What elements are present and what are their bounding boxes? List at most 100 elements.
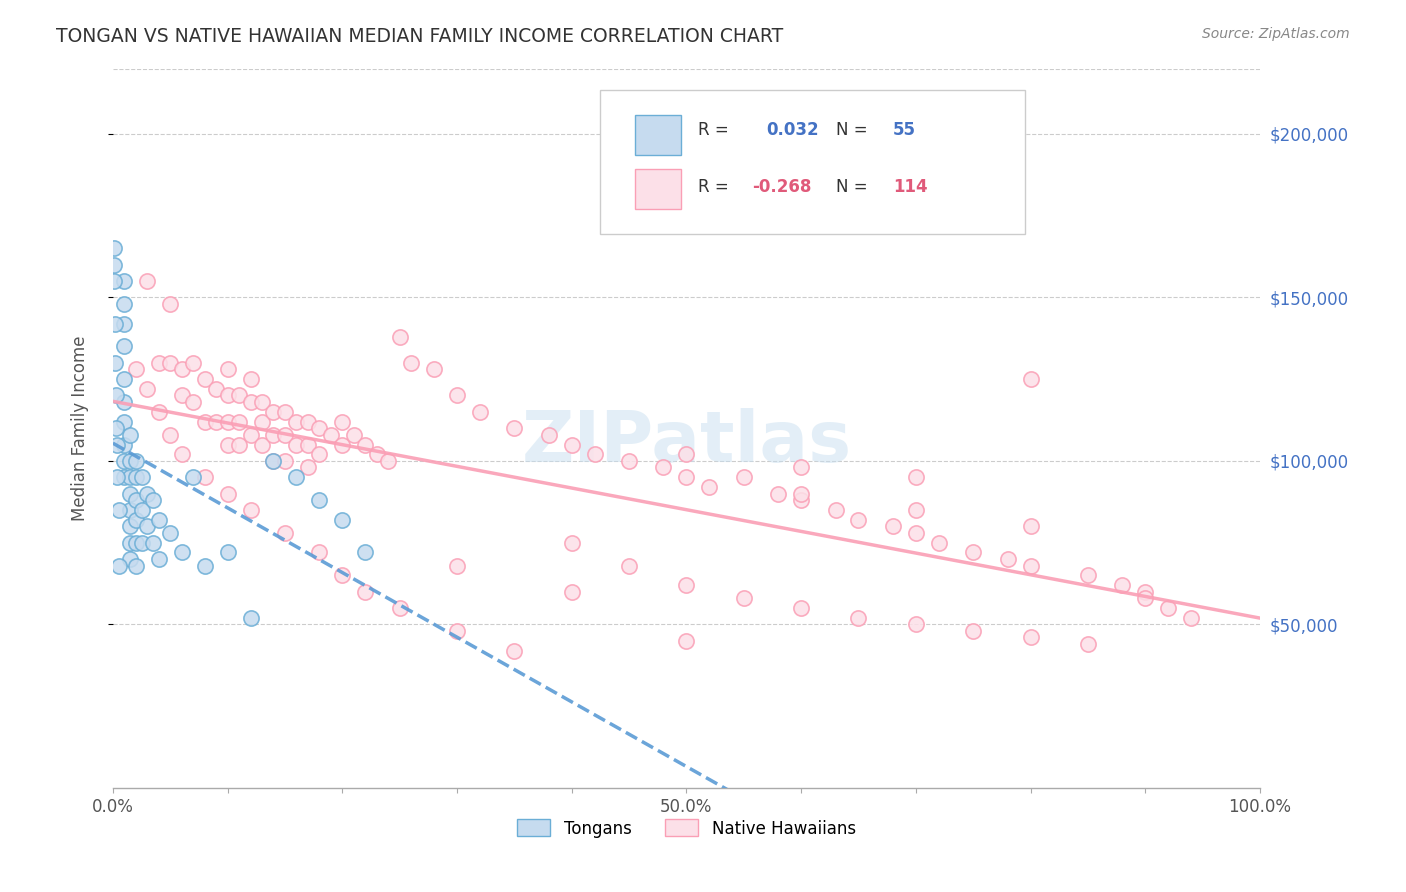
Point [1135, 591, 1157, 606]
Text: R =: R = [697, 178, 728, 196]
Point [377, 454, 399, 468]
Point [120, 427, 142, 442]
Point [136, 382, 159, 396]
Point [274, 454, 297, 468]
Point [330, 568, 353, 582]
Point [104, 356, 127, 370]
Point [848, 611, 870, 625]
Point [148, 356, 170, 370]
Point [285, 470, 308, 484]
Point [112, 297, 135, 311]
Point [1135, 584, 1157, 599]
Point [962, 624, 984, 638]
Point [107, 437, 129, 451]
Point [904, 503, 927, 517]
Point [904, 525, 927, 540]
Point [446, 558, 468, 573]
Point [148, 552, 170, 566]
Point [1077, 637, 1099, 651]
Point [733, 470, 755, 484]
Point [354, 584, 377, 599]
Point [217, 388, 239, 402]
Point [105, 421, 128, 435]
Point [561, 584, 583, 599]
Point [120, 519, 142, 533]
Point [239, 395, 262, 409]
Point [148, 405, 170, 419]
Point [882, 519, 904, 533]
Point [297, 460, 319, 475]
Point [125, 493, 148, 508]
Point [239, 427, 262, 442]
Point [1157, 601, 1180, 615]
Point [181, 356, 204, 370]
Point [170, 447, 193, 461]
Point [1019, 372, 1042, 386]
Point [962, 545, 984, 559]
Point [297, 415, 319, 429]
Point [159, 297, 181, 311]
Point [142, 493, 165, 508]
Point [250, 437, 273, 451]
Point [343, 427, 366, 442]
Point [617, 558, 640, 573]
Point [131, 535, 153, 549]
Point [503, 643, 526, 657]
Point [112, 274, 135, 288]
Point [928, 535, 950, 549]
Text: 114: 114 [893, 178, 928, 196]
Point [423, 362, 446, 376]
Point [617, 454, 640, 468]
Point [399, 356, 422, 370]
Point [250, 415, 273, 429]
Point [142, 535, 165, 549]
Point [652, 460, 675, 475]
Bar [634, 115, 681, 155]
Y-axis label: Median Family Income: Median Family Income [72, 335, 89, 521]
Point [125, 470, 148, 484]
Point [274, 427, 297, 442]
Bar [634, 169, 681, 209]
Point [181, 470, 204, 484]
Point [446, 388, 468, 402]
Point [120, 486, 142, 500]
Point [217, 437, 239, 451]
Point [285, 415, 308, 429]
Point [136, 486, 159, 500]
Point [205, 382, 228, 396]
Point [503, 421, 526, 435]
Point [308, 447, 330, 461]
Point [583, 447, 606, 461]
Point [125, 362, 148, 376]
Text: N =: N = [835, 178, 868, 196]
Point [675, 578, 697, 592]
Point [131, 503, 153, 517]
Point [148, 513, 170, 527]
Point [904, 617, 927, 632]
Text: -0.268: -0.268 [752, 178, 811, 196]
Point [159, 356, 181, 370]
Point [790, 493, 813, 508]
Point [125, 454, 148, 468]
Point [181, 395, 204, 409]
Point [194, 558, 217, 573]
Point [1019, 631, 1042, 645]
Point [170, 362, 193, 376]
Point [112, 317, 135, 331]
Point [131, 470, 153, 484]
Text: Source: ZipAtlas.com: Source: ZipAtlas.com [1202, 27, 1350, 41]
Point [675, 470, 697, 484]
Point [330, 415, 353, 429]
Point [388, 329, 411, 343]
Point [354, 545, 377, 559]
Point [675, 447, 697, 461]
Point [159, 525, 181, 540]
Point [239, 503, 262, 517]
Point [136, 519, 159, 533]
Point [262, 427, 284, 442]
Point [217, 545, 239, 559]
Point [125, 558, 148, 573]
Point [120, 470, 142, 484]
Point [997, 552, 1019, 566]
Point [262, 405, 284, 419]
